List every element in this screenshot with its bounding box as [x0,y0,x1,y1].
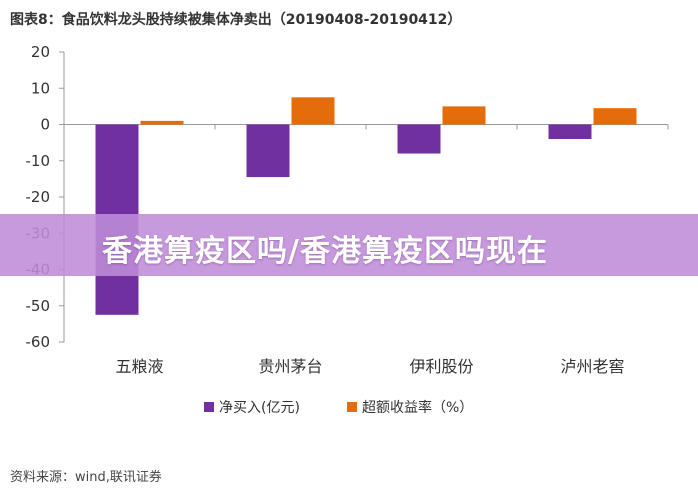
source-note: 资料来源：wind,联讯证券 [10,470,162,485]
bar-excess-return-0 [140,120,184,125]
bar-excess-return-3 [593,108,637,125]
chart-legend: 净买入(亿元) 超额收益率（%） [204,399,473,416]
y-tick-label: -60 [26,333,51,351]
legend-swatch-1 [347,402,357,412]
x-category-label: 伊利股份 [409,357,473,376]
overlay-banner [0,214,698,276]
overlay-headline: 香港算疫区吗/香港算疫区吗现在 [102,234,548,269]
y-tick-label: 10 [31,79,50,97]
chart-bars [95,97,637,315]
chart-title: 图表8：食品饮料龙头股持续被集体净卖出（20190408-20190412） [10,12,462,28]
legend-label-1: 超额收益率（%） [362,399,473,416]
bar-net-buy-2 [397,124,441,154]
legend-swatch-0 [204,402,214,412]
legend-label-0: 净买入(亿元) [219,400,300,416]
y-tick-label: -10 [26,152,51,170]
y-tick-label: 20 [31,43,50,61]
bar-net-buy-1 [246,124,290,178]
y-tick-label: -20 [26,188,51,206]
y-tick-label: -50 [26,297,51,315]
bar-net-buy-3 [548,124,592,139]
x-category-label: 贵州茅台 [258,357,322,376]
x-category-label: 五粮液 [115,357,163,376]
y-tick-label: 0 [40,116,50,134]
x-category-label: 泸州老窖 [560,357,624,376]
bar-excess-return-1 [291,97,335,125]
bar-excess-return-2 [442,106,486,125]
